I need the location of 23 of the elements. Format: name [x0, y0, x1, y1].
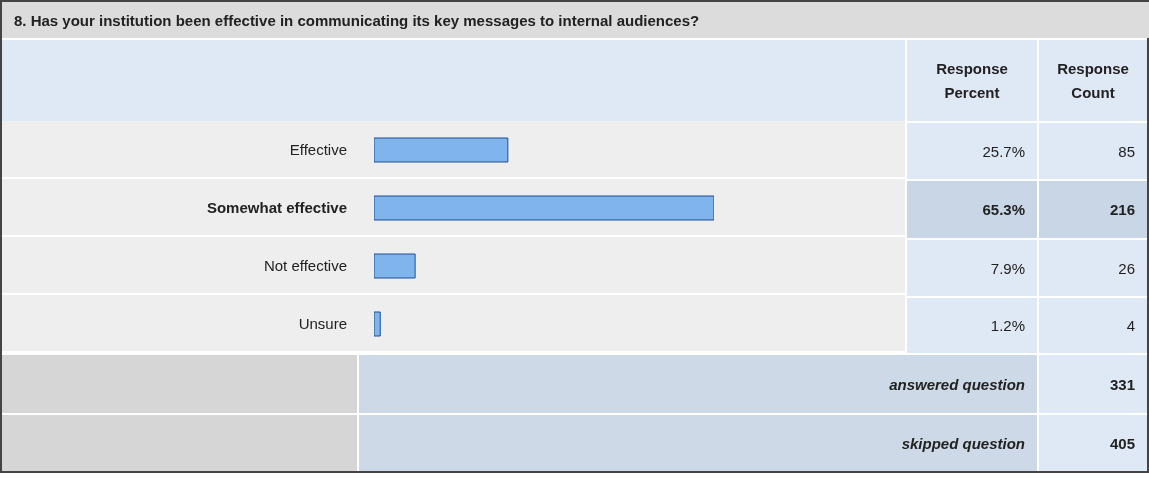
chart-title: 8. Has your institution been effective in communicating its key messages to internal audiences? [2, 2, 1149, 38]
bar [374, 137, 509, 163]
y-tick-label: Unsure [298, 315, 347, 332]
text: answered question [359, 355, 1037, 413]
data-label: 1.2% [907, 298, 1037, 353]
data-label: 65.3% [907, 181, 1037, 238]
bar [374, 195, 714, 221]
y-tick-label: Not effective [263, 257, 347, 274]
y-tick-label: Somewhat effective [206, 199, 347, 216]
bar [374, 311, 381, 337]
text: skipped question [359, 415, 1037, 471]
data-label: 25.7% [907, 123, 1037, 179]
y-tick-label: Effective [289, 141, 347, 158]
text: 26 [1039, 240, 1147, 296]
text: 4 [1039, 298, 1147, 353]
text: Response Percent [907, 40, 1037, 121]
text: 216 [1039, 181, 1147, 238]
text: 405 [1039, 415, 1147, 471]
bar [374, 253, 416, 279]
data-label: 7.9% [907, 240, 1037, 296]
text: Response Count [1039, 40, 1147, 121]
text: 331 [1039, 355, 1147, 413]
text: 85 [1039, 123, 1147, 179]
